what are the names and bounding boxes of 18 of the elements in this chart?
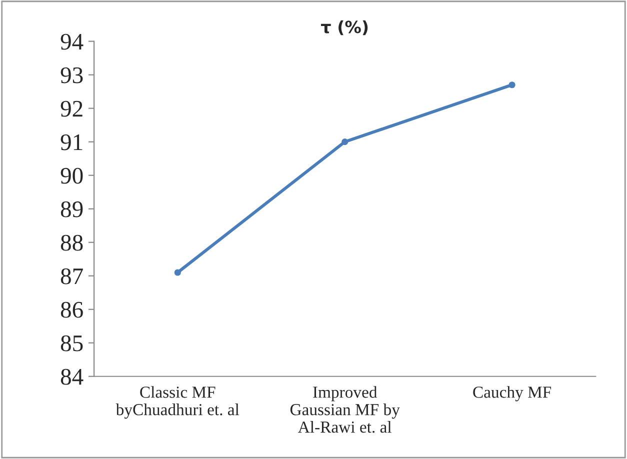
y-tick-label: 85 bbox=[60, 335, 83, 352]
x-tick-label: Classic MF byChuadhuri et. al bbox=[116, 386, 240, 419]
y-tick-label: 94 bbox=[60, 34, 84, 50]
y-tick-label: 92 bbox=[60, 100, 82, 117]
y-tick-label: 86 bbox=[60, 302, 83, 318]
point bbox=[174, 269, 181, 276]
point bbox=[342, 138, 348, 146]
y-tick-label: 90 bbox=[60, 168, 83, 184]
y-tick-label: 88 bbox=[60, 234, 83, 251]
y-tick-label: 87 bbox=[60, 268, 83, 284]
point bbox=[508, 82, 516, 88]
y-tick-label: 93 bbox=[60, 67, 83, 84]
chart-title: τ (%) bbox=[321, 20, 368, 36]
y-tick-label: 89 bbox=[60, 201, 83, 218]
y-tick-label: 91 bbox=[60, 134, 82, 150]
x-tick-label: Improved Gaussian MF by Al-Rawi et. al bbox=[290, 386, 400, 433]
y-tick-label: 84 bbox=[60, 368, 84, 385]
x-tick-label: Cauchy MF bbox=[473, 386, 552, 402]
